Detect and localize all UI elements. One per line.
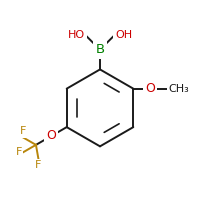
Text: F: F: [16, 147, 22, 157]
Text: O: O: [46, 129, 56, 142]
Text: OH: OH: [115, 30, 132, 40]
Text: F: F: [20, 126, 26, 136]
Text: O: O: [145, 82, 155, 95]
Text: F: F: [35, 160, 42, 170]
Text: B: B: [95, 43, 105, 56]
Text: CH₃: CH₃: [168, 84, 189, 94]
Text: HO: HO: [68, 30, 85, 40]
